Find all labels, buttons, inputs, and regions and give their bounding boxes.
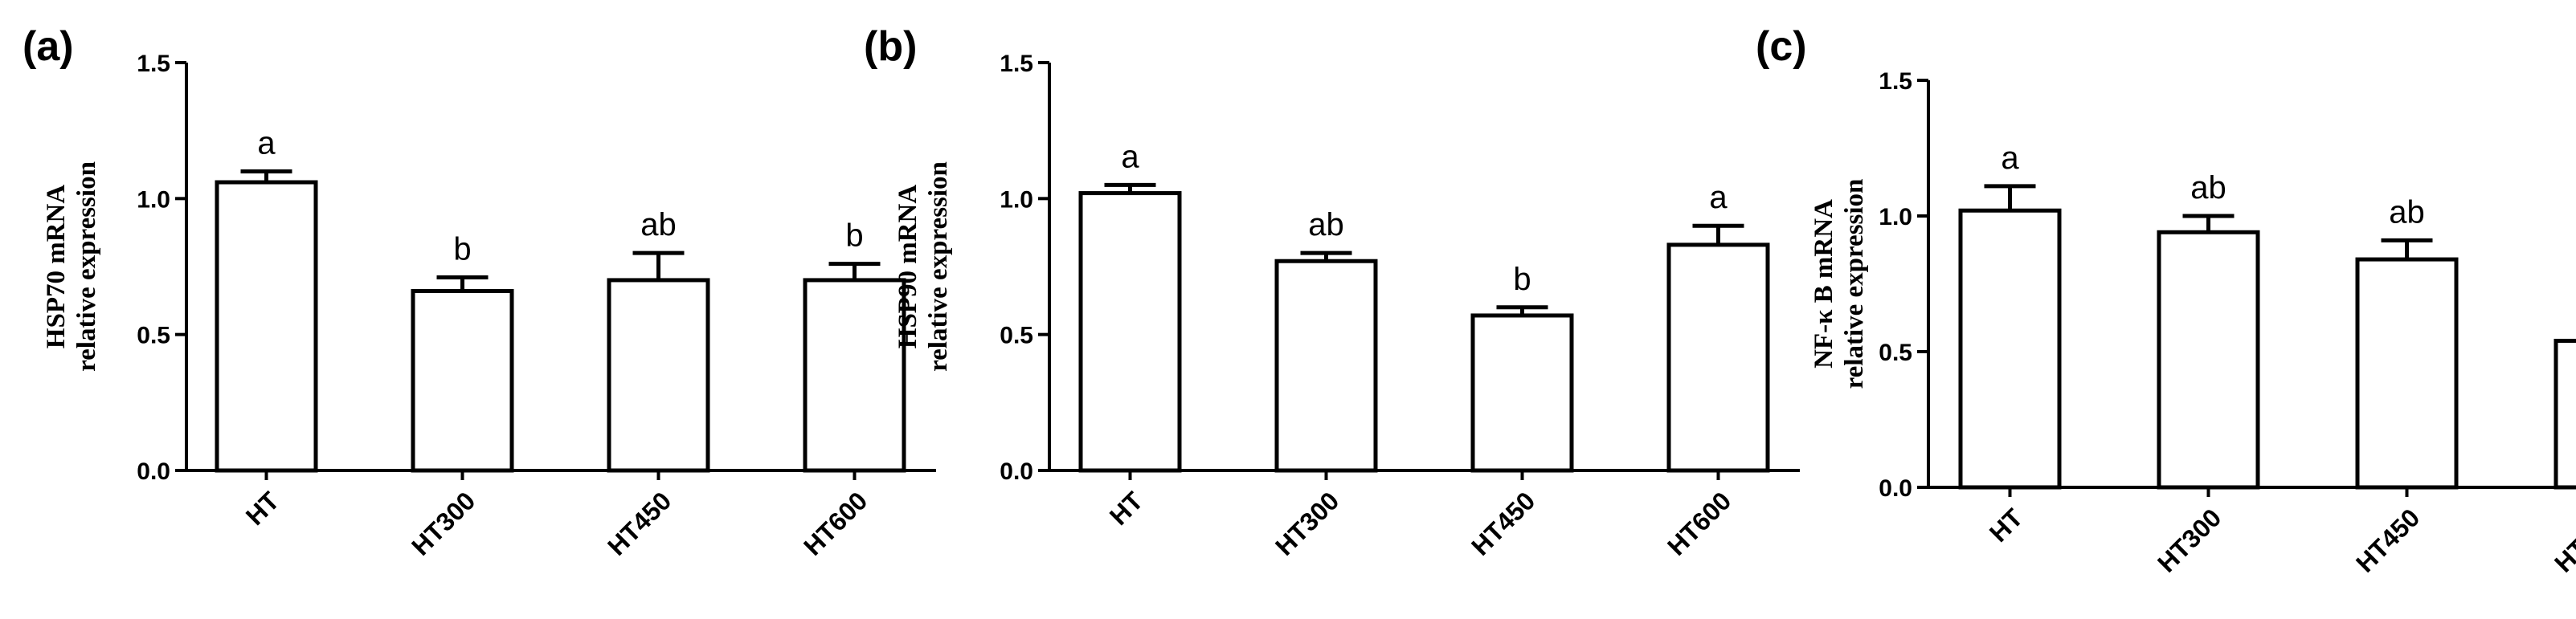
y-tick-label: 1.0 — [137, 186, 170, 213]
significance-letter: ab — [2190, 170, 2226, 206]
panel-label: (a) — [22, 23, 74, 70]
significance-letter: ab — [1308, 207, 1344, 242]
x-tick-label: HT450 — [2350, 503, 2425, 577]
significance-letter: a — [1121, 139, 1139, 174]
y-axis-title-line: NF-κ B mRNA — [1809, 199, 1838, 369]
significance-letter: ab — [2389, 194, 2425, 230]
significance-letter: a — [1709, 180, 1728, 215]
y-axis-title-line: relative expression — [924, 161, 953, 372]
significance-letter: b — [453, 232, 471, 267]
y-axis-title-line: HSP70 mRNA — [42, 185, 71, 349]
x-tick-label: HT300 — [406, 486, 480, 560]
x-tick-label: HT600 — [1662, 486, 1736, 560]
y-tick-label: 0.5 — [1879, 340, 1912, 366]
chart-panel-1: (a) 0.0 0.5 1.0 1.5 HSP70 mRNA relative expres… — [22, 23, 936, 561]
bar-HT300 — [411, 288, 514, 473]
y-tick-label: 0.0 — [1879, 475, 1912, 502]
bar-HT — [1078, 191, 1182, 473]
bar-HT450 — [2355, 257, 2459, 490]
bar-HT — [215, 180, 318, 473]
x-tick-label: HT — [1104, 486, 1149, 531]
significance-letter: b — [1513, 262, 1531, 297]
y-tick-label: 0.0 — [137, 458, 170, 485]
panel-label: (b) — [864, 23, 917, 70]
x-tick-label: HT450 — [1466, 486, 1540, 560]
y-axis-title-line: relative expression — [72, 161, 101, 372]
significance-letter: a — [257, 125, 276, 161]
x-tick-label: HT300 — [2152, 503, 2226, 577]
y-axis-title-line: relative expression — [1840, 179, 1869, 389]
bar-HT600 — [1666, 242, 1770, 473]
bar-HT300 — [1274, 259, 1378, 473]
x-tick-label: HT — [240, 486, 285, 531]
bar-HT450 — [607, 278, 710, 473]
x-tick-label: HT600 — [2549, 503, 2576, 577]
y-tick-label: 1.0 — [1879, 204, 1912, 230]
x-tick-label: HT600 — [798, 486, 873, 560]
x-tick-label: HT450 — [602, 486, 677, 560]
significance-letter: ab — [640, 207, 677, 242]
y-axis-title-line: HSP90 mRNA — [893, 185, 922, 349]
bar-HT450 — [1470, 313, 1574, 473]
significance-letter: a — [2001, 140, 2019, 176]
y-tick-label: 1.0 — [1000, 186, 1033, 213]
panel-label: (c) — [1756, 23, 1807, 70]
chart-panel-2: (b) 0.0 0.5 1.0 1.5 HSP90 mRNA relative expres… — [864, 23, 1800, 561]
y-tick-label: 0.5 — [137, 323, 170, 349]
y-tick-label: 1.5 — [1000, 51, 1033, 77]
y-tick-label: 1.5 — [1879, 68, 1912, 95]
significance-letter: b — [845, 218, 863, 254]
x-tick-label: HT300 — [1270, 486, 1344, 560]
bar-HT600 — [2554, 338, 2576, 490]
y-tick-label: 0.0 — [1000, 458, 1033, 485]
bar-HT — [1958, 208, 2062, 490]
x-tick-label: HT — [1984, 503, 2029, 548]
chart-panel-3: (c) 0.0 0.5 1.0 1.5 NF-κ B mRNA relative expre… — [1756, 23, 2576, 578]
bar-HT300 — [2157, 230, 2260, 490]
y-tick-label: 1.5 — [137, 51, 170, 77]
bar-HT600 — [803, 278, 906, 473]
y-tick-label: 0.5 — [1000, 323, 1033, 349]
